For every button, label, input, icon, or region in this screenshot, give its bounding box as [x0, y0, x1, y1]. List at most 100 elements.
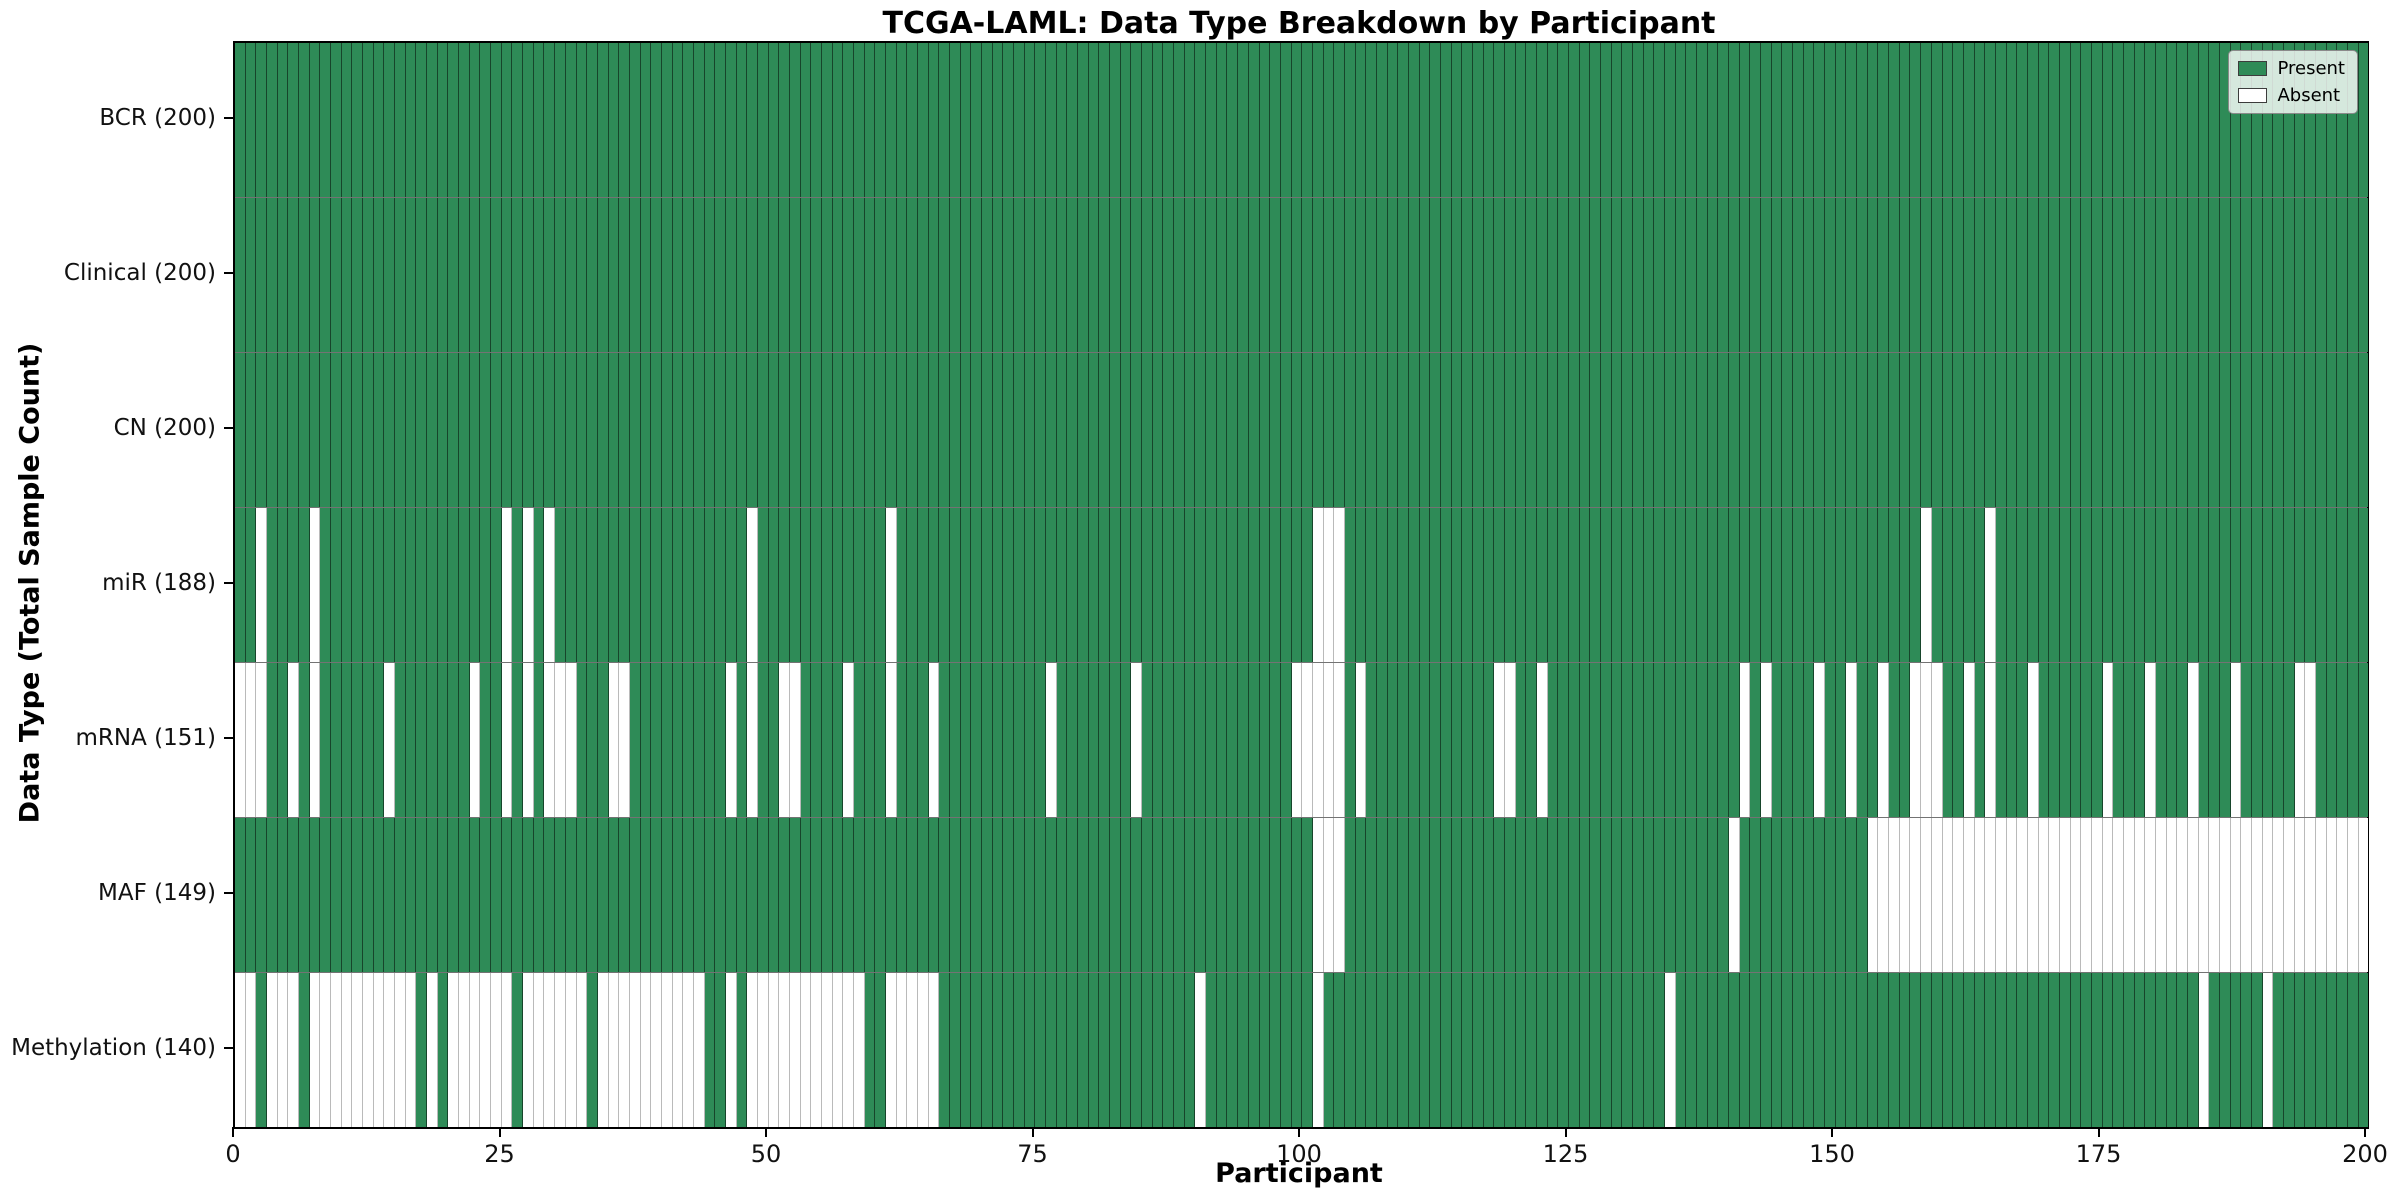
cell-miR-103-absent: [1334, 508, 1345, 662]
y-axis-tick-labels: BCR (200) Clinical (200) CN (200) miR (188)…: [0, 41, 233, 1125]
cell-MAF-171-absent: [2059, 818, 2071, 972]
cell-Methylation-20-absent: [448, 973, 460, 1127]
cell-MAF-40-present: [661, 818, 673, 972]
cell-MAF-90-present: [1195, 818, 1207, 972]
cell-Clinical-122-present: [1536, 198, 1548, 352]
cell-Methylation-113-present: [1440, 973, 1452, 1127]
cell-mRNA-178-present: [2134, 663, 2146, 817]
cell-Methylation-25-absent: [501, 973, 513, 1127]
cell-CN-155-present: [1889, 353, 1900, 507]
cell-Clinical-150-present: [1835, 198, 1847, 352]
cell-miR-85-present: [1142, 508, 1153, 662]
legend-entry-present: Present: [2238, 58, 2345, 79]
cell-mRNA-125-present: [1568, 663, 1580, 817]
cell-mRNA-77-present: [1056, 663, 1068, 817]
cell-Clinical-82-present: [1110, 198, 1121, 352]
cell-Clinical-13-present: [373, 198, 385, 352]
x-tick-mark: [1564, 1127, 1567, 1137]
cell-MAF-29-present: [544, 818, 556, 972]
cell-Methylation-100-present: [1302, 973, 1313, 1127]
cell-CN-161-present: [1953, 353, 1964, 507]
cell-Methylation-27-absent: [523, 973, 534, 1127]
cell-mRNA-164-absent: [1985, 663, 1996, 817]
cell-BCR-137-present: [1697, 43, 1708, 197]
cell-mRNA-57-absent: [843, 663, 854, 817]
cell-Methylation-198-present: [2348, 973, 2359, 1127]
cell-miR-61-absent: [885, 508, 897, 662]
cell-CN-171-present: [2059, 353, 2071, 507]
cell-CN-77-present: [1056, 353, 1068, 507]
cell-MAF-192-absent: [2284, 818, 2295, 972]
cell-miR-30-present: [555, 508, 566, 662]
cell-miR-121-present: [1526, 508, 1537, 662]
cell-BCR-44-present: [704, 43, 716, 197]
cell-BCR-64-present: [918, 43, 929, 197]
legend-entry-absent: Absent: [2238, 85, 2345, 106]
cell-BCR-132-present: [1643, 43, 1655, 197]
cell-Clinical-175-present: [2102, 198, 2114, 352]
cell-BCR-106-present: [1366, 43, 1377, 197]
cell-BCR-63-present: [907, 43, 918, 197]
cell-MAF-50-present: [768, 818, 780, 972]
cell-miR-118-present: [1494, 508, 1505, 662]
cell-MAF-61-present: [885, 818, 897, 972]
cell-CN-43-present: [693, 353, 705, 507]
cell-Clinical-197-present: [2337, 198, 2349, 352]
cell-CN-91-present: [1206, 353, 1217, 507]
cell-MAF-183-absent: [2187, 818, 2199, 972]
cell-CN-150-present: [1835, 353, 1847, 507]
cell-BCR-87-present: [1163, 43, 1175, 197]
cell-Methylation-0-absent: [235, 973, 246, 1127]
cell-Methylation-11-absent: [352, 973, 364, 1127]
cell-miR-75-present: [1035, 508, 1047, 662]
y-tick-label-miR: miR (188): [102, 570, 216, 596]
cell-miR-196-present: [2326, 508, 2338, 662]
cell-CN-142-present: [1750, 353, 1762, 507]
cell-BCR-6-present: [299, 43, 310, 197]
cell-CN-30-present: [555, 353, 566, 507]
legend-absent-label: Absent: [2277, 85, 2341, 106]
cell-BCR-124-present: [1558, 43, 1569, 197]
cell-CN-79-present: [1078, 353, 1089, 507]
cell-Methylation-157-present: [1910, 973, 1922, 1127]
cell-MAF-83-present: [1120, 818, 1132, 972]
cell-Clinical-70-present: [982, 198, 993, 352]
cell-MAF-175-absent: [2102, 818, 2114, 972]
x-tick-label-75: 75: [1017, 1140, 1048, 1168]
cell-Clinical-68-present: [960, 198, 972, 352]
cell-Clinical-6-present: [299, 198, 310, 352]
cell-mRNA-195-present: [2316, 663, 2327, 817]
cell-CN-170-present: [2049, 353, 2060, 507]
cell-mRNA-130-present: [1622, 663, 1634, 817]
cell-Methylation-12-absent: [363, 973, 374, 1127]
cell-MAF-196-absent: [2326, 818, 2338, 972]
cell-BCR-163-present: [1974, 43, 1986, 197]
cell-MAF-81-present: [1099, 818, 1111, 972]
cell-MAF-146-present: [1793, 818, 1804, 972]
cell-BCR-2-present: [256, 43, 268, 197]
cell-Clinical-60-present: [875, 198, 886, 352]
cell-Clinical-179-present: [2145, 198, 2156, 352]
cell-Clinical-59-present: [864, 198, 876, 352]
cell-MAF-73-present: [1014, 818, 1025, 972]
cell-MAF-159-absent: [1931, 818, 1943, 972]
cell-MAF-63-present: [907, 818, 918, 972]
cell-miR-84-present: [1131, 508, 1143, 662]
cell-miR-63-present: [907, 508, 918, 662]
cell-Methylation-58-absent: [853, 973, 865, 1127]
cell-MAF-124-present: [1558, 818, 1569, 972]
cell-CN-46-present: [725, 353, 737, 507]
cell-Clinical-172-present: [2070, 198, 2082, 352]
cell-miR-64-present: [918, 508, 929, 662]
cell-mRNA-51-absent: [779, 663, 790, 817]
cell-mRNA-89-present: [1184, 663, 1196, 817]
cell-CN-10-present: [341, 353, 353, 507]
cell-mRNA-110-present: [1408, 663, 1420, 817]
cell-BCR-147-present: [1803, 43, 1815, 197]
cell-CN-156-present: [1899, 353, 1911, 507]
cell-mRNA-60-present: [875, 663, 886, 817]
cell-CN-93-present: [1227, 353, 1239, 507]
cell-BCR-140-present: [1729, 43, 1740, 197]
cell-BCR-55-present: [821, 43, 833, 197]
